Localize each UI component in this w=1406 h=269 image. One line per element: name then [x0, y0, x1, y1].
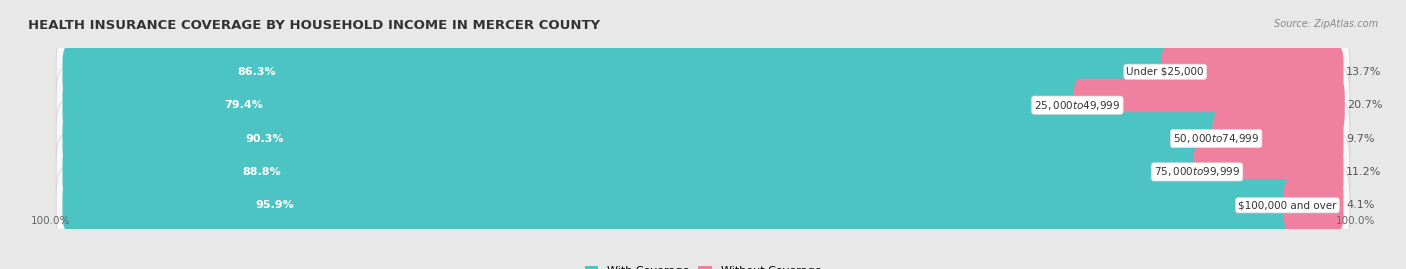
- Text: 95.9%: 95.9%: [256, 200, 295, 210]
- FancyBboxPatch shape: [62, 146, 1201, 198]
- Text: 88.8%: 88.8%: [242, 167, 281, 177]
- Text: 4.1%: 4.1%: [1346, 200, 1375, 210]
- Text: 100.0%: 100.0%: [31, 216, 70, 226]
- FancyBboxPatch shape: [62, 79, 1081, 132]
- Text: 13.7%: 13.7%: [1346, 67, 1382, 77]
- Text: $50,000 to $74,999: $50,000 to $74,999: [1173, 132, 1260, 145]
- Text: $100,000 and over: $100,000 and over: [1239, 200, 1337, 210]
- Text: $75,000 to $99,999: $75,000 to $99,999: [1154, 165, 1240, 178]
- Text: Source: ZipAtlas.com: Source: ZipAtlas.com: [1274, 19, 1378, 29]
- Text: HEALTH INSURANCE COVERAGE BY HOUSEHOLD INCOME IN MERCER COUNTY: HEALTH INSURANCE COVERAGE BY HOUSEHOLD I…: [28, 19, 600, 32]
- Legend: With Coverage, Without Coverage: With Coverage, Without Coverage: [581, 261, 825, 269]
- Text: Under $25,000: Under $25,000: [1126, 67, 1204, 77]
- FancyBboxPatch shape: [1074, 79, 1344, 132]
- FancyBboxPatch shape: [1161, 45, 1344, 98]
- FancyBboxPatch shape: [1284, 179, 1344, 232]
- Text: 86.3%: 86.3%: [238, 67, 276, 77]
- Text: 20.7%: 20.7%: [1347, 100, 1384, 110]
- Text: $25,000 to $49,999: $25,000 to $49,999: [1035, 99, 1121, 112]
- Text: 11.2%: 11.2%: [1346, 167, 1382, 177]
- FancyBboxPatch shape: [56, 134, 1350, 210]
- FancyBboxPatch shape: [1212, 112, 1344, 165]
- FancyBboxPatch shape: [56, 167, 1350, 243]
- Text: 100.0%: 100.0%: [1336, 216, 1375, 226]
- Text: 79.4%: 79.4%: [225, 100, 263, 110]
- Text: 90.3%: 90.3%: [245, 133, 284, 144]
- FancyBboxPatch shape: [1194, 146, 1344, 198]
- FancyBboxPatch shape: [56, 101, 1350, 176]
- FancyBboxPatch shape: [62, 179, 1291, 232]
- Text: 9.7%: 9.7%: [1346, 133, 1375, 144]
- FancyBboxPatch shape: [62, 112, 1220, 165]
- FancyBboxPatch shape: [56, 67, 1350, 143]
- FancyBboxPatch shape: [62, 45, 1168, 98]
- FancyBboxPatch shape: [56, 34, 1350, 110]
